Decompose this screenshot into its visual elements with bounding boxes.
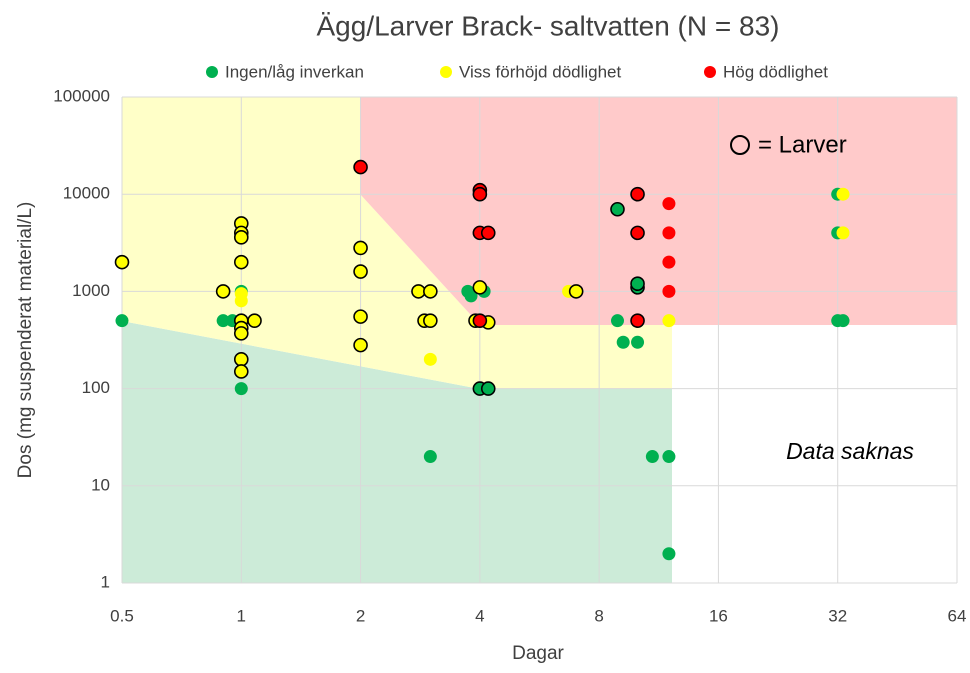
point <box>662 450 676 464</box>
point <box>568 284 584 299</box>
point <box>216 314 230 328</box>
point <box>472 186 488 202</box>
points <box>114 159 850 561</box>
x-tick-label: 8 <box>594 606 603 625</box>
point <box>472 280 488 295</box>
x-tick-label: 2 <box>356 606 365 625</box>
chart-title: Ägg/Larver Brack- saltvatten (N = 83) <box>317 10 780 41</box>
legend-label: Viss förhöjd dödlighet <box>459 62 622 81</box>
point <box>423 450 437 464</box>
point <box>631 335 645 349</box>
y-tick-label: 1 <box>101 572 110 591</box>
annotation: Data saknas <box>786 438 914 464</box>
point <box>353 159 368 175</box>
point <box>233 352 249 367</box>
point <box>836 314 850 328</box>
point <box>662 226 676 240</box>
point <box>662 255 676 269</box>
point <box>423 352 437 366</box>
point <box>233 230 249 245</box>
point <box>423 313 438 328</box>
point <box>610 314 624 328</box>
y-tick-label: 100 <box>82 378 110 397</box>
legend-marker <box>704 66 716 78</box>
point <box>234 294 248 308</box>
legend-marker <box>206 66 218 78</box>
point <box>353 264 368 279</box>
point <box>472 313 488 328</box>
y-tick-label: 100000 <box>53 86 110 105</box>
point <box>630 313 645 328</box>
y-tick-label: 10000 <box>63 184 110 203</box>
point <box>630 276 645 292</box>
point <box>630 186 645 202</box>
point <box>645 450 659 464</box>
y-tick-label: 1000 <box>72 281 110 300</box>
y-axis-label: Dos (mg suspenderat material/L) <box>15 202 36 479</box>
legend: Ingen/låg inverkan Viss förhöjd dödlighet… <box>206 62 828 81</box>
point <box>616 335 630 349</box>
x-tick-label: 32 <box>828 606 847 625</box>
point <box>114 254 130 270</box>
point <box>234 382 248 396</box>
point <box>233 326 249 341</box>
legend-label: Hög dödlighet <box>723 62 828 81</box>
x-tick-label: 0.5 <box>110 606 134 625</box>
x-axis-label: Dagar <box>512 643 564 664</box>
point <box>247 313 262 328</box>
point <box>662 197 676 211</box>
point <box>480 225 496 241</box>
point <box>233 254 249 270</box>
x-tick-label: 64 <box>948 606 967 625</box>
point <box>662 284 676 298</box>
y-tick-label: 10 <box>91 475 110 494</box>
point <box>353 240 368 256</box>
grid <box>121 96 958 584</box>
point <box>411 284 426 299</box>
region-low <box>122 321 672 583</box>
larvae-symbol <box>730 135 750 155</box>
legend-label: Ingen/låg inverkan <box>225 62 364 81</box>
point <box>610 201 625 217</box>
x-tick-label: 16 <box>709 606 728 625</box>
point <box>353 309 368 324</box>
point <box>480 381 496 396</box>
point <box>233 364 249 379</box>
point <box>353 337 368 353</box>
legend-marker <box>440 66 452 78</box>
point <box>662 547 676 561</box>
annotation: = Larver <box>758 131 847 158</box>
point <box>215 284 231 299</box>
x-tick-label: 4 <box>475 606 484 625</box>
point <box>464 289 478 303</box>
x-tick-label: 1 <box>237 606 246 625</box>
point <box>836 226 850 240</box>
point <box>423 284 438 299</box>
point <box>630 225 645 241</box>
region-high <box>360 97 957 325</box>
point <box>115 314 129 328</box>
point <box>836 187 850 201</box>
point <box>662 314 676 328</box>
